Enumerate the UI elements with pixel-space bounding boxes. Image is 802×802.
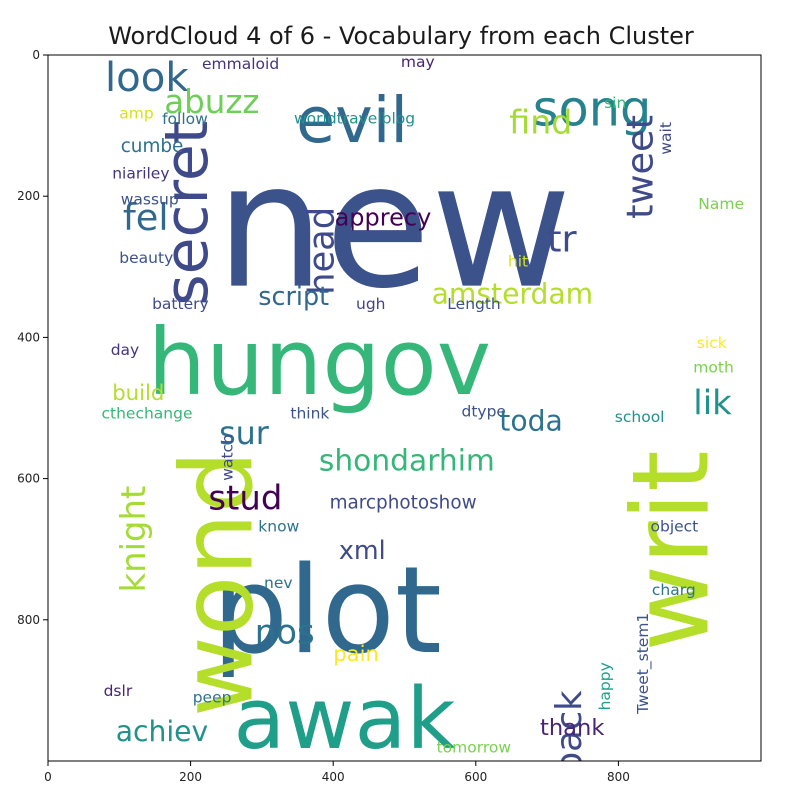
word-nos: nos — [255, 613, 315, 652]
word-look: look — [105, 55, 189, 101]
word-abuzz: abuzz — [164, 83, 259, 121]
word-thank: thank — [540, 715, 605, 741]
word-ugh: ugh — [356, 295, 386, 313]
word-amp: amp — [119, 104, 153, 122]
y-tick-label: 0 — [32, 48, 40, 62]
plot-area — [48, 55, 761, 761]
word-charg: charg — [652, 581, 696, 599]
word-battery: battery — [152, 295, 209, 313]
x-tick-label: 0 — [44, 770, 52, 784]
word-may: may — [401, 53, 435, 71]
word-song: song — [533, 80, 652, 138]
word-tweet-stem1: Tweet_stem1 — [634, 613, 653, 715]
y-tick-label: 400 — [17, 330, 40, 344]
chart-title: WordCloud 4 of 6 - Vocabulary from each … — [108, 22, 694, 50]
word-awak: awak — [233, 669, 455, 768]
word-amsterdam: amsterdam — [432, 277, 594, 310]
word-worldtravelblog: worldtravelblog — [294, 109, 415, 127]
word-sin: sin — [604, 94, 626, 112]
word-school: school — [615, 408, 665, 426]
word-evil: evil — [296, 83, 408, 157]
word-tr: tr — [547, 217, 577, 260]
x-tick-label: 600 — [464, 770, 487, 784]
word-marcphotoshow: marcphotoshow — [330, 493, 477, 514]
word-day: day — [111, 341, 140, 359]
word-knight: knight — [114, 486, 153, 593]
word-length: Length — [447, 295, 500, 313]
word-wond: wond — [161, 450, 276, 717]
x-tick-label: 800 — [607, 770, 630, 784]
word-secret: secret — [152, 121, 222, 306]
word-cumbe: cumbe — [121, 136, 184, 157]
word-build: build — [112, 380, 164, 405]
word-sur: sur — [219, 415, 270, 452]
word-dslr: dslr — [104, 682, 133, 700]
word-tweet: tweet — [619, 115, 662, 219]
word-shondarhim: shondarhim — [319, 443, 495, 478]
word-stud: stud — [208, 479, 282, 518]
word-tomorrow: tomorrow — [437, 738, 512, 756]
word-wait: wait — [657, 122, 675, 155]
word-script: script — [258, 281, 329, 311]
word-object: object — [651, 517, 699, 535]
x-tick-label: 200 — [179, 770, 202, 784]
x-tick-label: 400 — [322, 770, 345, 784]
word-moth: moth — [693, 359, 733, 377]
word-sick: sick — [697, 334, 727, 352]
word-cthechange: cthechange — [102, 405, 193, 423]
y-tick-label: 200 — [17, 189, 40, 203]
word-niariley: niariley — [112, 164, 169, 182]
y-axis: 0 200 400 600 800 — [17, 48, 48, 627]
word-pain: pain — [333, 641, 379, 666]
word-lik: lik — [693, 383, 732, 422]
word-emmaloid: emmaloid — [202, 55, 279, 73]
y-tick-label: 600 — [17, 472, 40, 486]
word-back: back — [549, 690, 590, 774]
word-beauty: beauty — [119, 249, 173, 267]
plot-frame — [47, 54, 762, 762]
word-wassup: wassup — [121, 191, 179, 209]
word-find: find — [509, 102, 572, 141]
word-watch: watch — [218, 434, 236, 481]
word-hungov: hungov — [148, 309, 491, 416]
y-tick-label: 800 — [17, 613, 40, 627]
word-nev: nev — [264, 574, 293, 592]
word-name: Name — [698, 195, 744, 213]
x-axis: 0 200 400 600 800 — [44, 761, 630, 784]
word-know: know — [258, 517, 299, 535]
word-happy: happy — [596, 662, 614, 710]
word-think: think — [290, 405, 329, 423]
word-head: head — [302, 207, 343, 295]
word-hit: hit — [508, 253, 528, 271]
word-new: new — [216, 126, 572, 327]
word-follow: follow — [162, 110, 208, 128]
word-toda: toda — [499, 405, 562, 438]
word-peep: peep — [193, 688, 232, 706]
word-achiev: achiev — [116, 715, 209, 748]
word-fel: fel — [123, 196, 169, 239]
word-plot: plot — [212, 542, 442, 681]
word-xml: xml — [339, 535, 386, 565]
word-apprecy: apprecy — [335, 203, 432, 231]
word-dtype: dtype — [462, 402, 506, 420]
word-writ: writ — [610, 450, 733, 651]
